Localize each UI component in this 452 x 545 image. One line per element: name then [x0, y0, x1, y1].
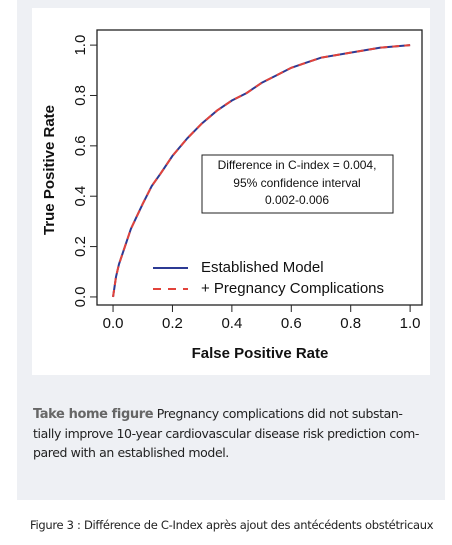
annotation: Difference in C-index = 0.004, — [218, 158, 377, 172]
x-tick-label: 0.4 — [221, 315, 242, 332]
y-tick-label: 0.2 — [72, 236, 89, 257]
legend-label: + Pregnancy Complications — [201, 280, 384, 297]
x-tick-label: 0.6 — [281, 315, 302, 332]
annotation: 0.002-0.006 — [265, 193, 329, 207]
x-tick-label: 1.0 — [400, 315, 421, 332]
roc-line — [112, 44, 411, 298]
x-tick-label: 0.8 — [340, 315, 361, 332]
x-tick-label: 0.2 — [162, 315, 183, 332]
y-tick-label: 0.0 — [72, 287, 89, 308]
y-axis-label: True Positive Rate — [41, 105, 58, 235]
y-tick-label: 1.0 — [72, 35, 89, 56]
x-axis-label: False Positive Rate — [192, 345, 329, 362]
caption-line: pared with an established model. — [33, 445, 229, 460]
y-tick-label: 0.8 — [72, 85, 89, 106]
y-tick-label: 0.4 — [72, 186, 89, 207]
legend-label: Established Model — [201, 259, 324, 276]
caption: Take home figure Pregnancy complications… — [33, 404, 433, 462]
plot-box — [96, 29, 423, 306]
annotation: 95% confidence interval — [233, 176, 360, 190]
caption-title: Take home figure — [33, 407, 154, 422]
annotation-box — [201, 154, 394, 214]
x-tick-label: 0.0 — [103, 315, 124, 332]
caption-line: Pregnancy complications did not substan- — [156, 406, 403, 421]
figure-caption: Figure 3 : Différence de C-Index après a… — [30, 518, 434, 532]
y-tick-label: 0.6 — [72, 135, 89, 156]
chart: False Positive Rate True Positive Rate D… — [32, 8, 430, 375]
caption-line: tially improve 10-year cardiovascular di… — [33, 426, 419, 441]
